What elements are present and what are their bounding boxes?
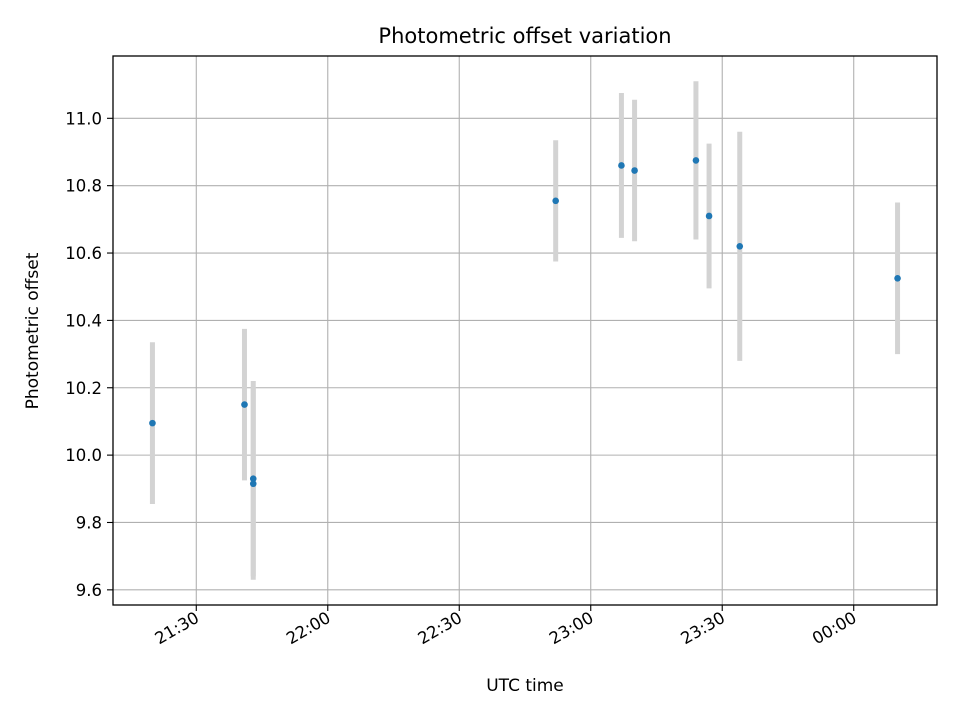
plot-frame bbox=[112, 55, 938, 606]
data-point bbox=[149, 419, 156, 427]
y-tick-label: 9.8 bbox=[76, 513, 102, 532]
y-tick-label: 10.2 bbox=[65, 379, 102, 398]
data-point bbox=[692, 157, 700, 164]
grid-lines bbox=[113, 56, 937, 605]
data-point bbox=[552, 197, 559, 205]
data-point bbox=[631, 167, 638, 174]
y-tick-label: 11.0 bbox=[65, 109, 102, 128]
data-point bbox=[618, 162, 625, 169]
data-point bbox=[894, 274, 901, 282]
y-tick-label: 9.6 bbox=[76, 581, 102, 600]
y-tick-label: 10.6 bbox=[65, 244, 102, 263]
data-point bbox=[736, 242, 744, 250]
data-point bbox=[249, 475, 257, 482]
data-point bbox=[241, 401, 248, 408]
data-points bbox=[149, 157, 901, 488]
y-tick-label: 10.0 bbox=[65, 446, 102, 465]
y-tick-label: 10.4 bbox=[65, 311, 102, 330]
data-point bbox=[249, 480, 257, 488]
data-point bbox=[705, 212, 713, 220]
y-tick-label: 10.8 bbox=[65, 177, 102, 196]
y-axis-ticks: 9.6 9.8 10.0 10.2 10.4 10.6 10.8 11.0 bbox=[65, 109, 113, 600]
y-axis-label: Photometric offset bbox=[23, 252, 43, 409]
x-axis-label: UTC time bbox=[486, 676, 564, 696]
chart-title: Photometric offset variation bbox=[378, 24, 671, 48]
